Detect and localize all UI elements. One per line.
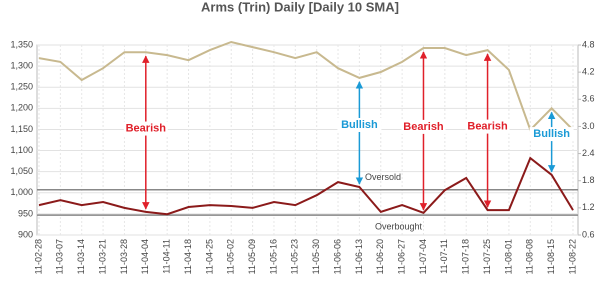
x-tick-label: 11-04-04 — [140, 239, 150, 274]
x-tick-label: 11-08-22 — [567, 239, 577, 274]
x-tick-label: 11-05-16 — [268, 239, 278, 274]
y-tick-label: 1,150 — [10, 124, 33, 134]
y-tick-label: 1,250 — [10, 82, 33, 92]
y2-tick-label: 2.4 — [582, 148, 595, 158]
x-tick-label: 11-06-06 — [332, 239, 342, 274]
y2-tick-label: 1.8 — [582, 175, 595, 185]
y2-tick-label: 0.6 — [582, 229, 595, 239]
annotation-bg — [465, 119, 510, 134]
annotation-bg — [401, 119, 446, 134]
y-tick-label: 1,200 — [10, 103, 33, 113]
x-tick-label: 11-02-28 — [33, 239, 43, 274]
reference-label: Oversold — [365, 172, 401, 182]
annotation-bg — [529, 127, 574, 142]
annotation-label: Bearish — [467, 120, 508, 132]
annotation-label: Bearish — [126, 122, 167, 134]
y2-tick-label: 4.2 — [582, 67, 595, 77]
x-tick-label: 11-08-08 — [525, 239, 535, 274]
x-tick-label: 11-08-01 — [503, 239, 513, 274]
y-tick-label: 1,100 — [10, 145, 33, 155]
x-tick-label: 11-06-20 — [375, 239, 385, 274]
x-tick-label: 11-07-04 — [418, 239, 428, 274]
x-tick-label: 11-04-18 — [183, 239, 193, 274]
y2-tick-label: 3.0 — [582, 121, 595, 131]
y-tick-label: 950 — [18, 208, 33, 218]
y2-tick-label: 1.2 — [582, 202, 595, 212]
x-tick-label: 11-04-11 — [162, 239, 172, 274]
x-tick-label: 11-03-28 — [119, 239, 129, 274]
x-tick-label: 11-07-18 — [461, 239, 471, 274]
x-tick-label: 11-08-15 — [546, 239, 556, 274]
reference-label: Overbought — [375, 221, 423, 231]
series-line — [38, 40, 574, 132]
series-line — [38, 156, 574, 216]
annotation-bg — [337, 117, 382, 132]
y-tick-label: 1,350 — [10, 39, 33, 49]
x-tick-label: 11-04-25 — [204, 239, 214, 274]
x-tick-label: 11-07-25 — [482, 239, 492, 274]
x-tick-label: 11-03-07 — [55, 239, 65, 274]
y-tick-label: 1,000 — [10, 187, 33, 197]
x-tick-label: 11-05-02 — [226, 239, 236, 274]
x-tick-label: 11-06-27 — [396, 239, 406, 274]
y-tick-label: 1,300 — [10, 60, 33, 70]
x-tick-label: 11-06-13 — [354, 239, 364, 274]
x-tick-label: 11-03-14 — [76, 239, 86, 274]
annotation-label: Bearish — [403, 121, 444, 133]
y2-tick-label: 4.8 — [582, 39, 595, 49]
y-tick-label: 900 — [18, 229, 33, 239]
x-tick-label: 11-07-11 — [439, 239, 449, 274]
x-tick-label: 11-05-23 — [290, 239, 300, 274]
annotation-label: Bullish — [533, 128, 570, 140]
y-tick-label: 1,050 — [10, 166, 33, 176]
x-tick-label: 11-03-21 — [97, 239, 107, 274]
annotation-bg — [123, 121, 168, 136]
chart-title: Arms (Trin) Daily [Daily 10 SMA] — [201, 0, 399, 14]
annotation-label: Bullish — [341, 119, 378, 131]
x-tick-label: 11-05-30 — [311, 239, 321, 274]
y2-tick-label: 3.6 — [582, 94, 595, 104]
x-tick-label: 11-05-09 — [247, 239, 257, 274]
